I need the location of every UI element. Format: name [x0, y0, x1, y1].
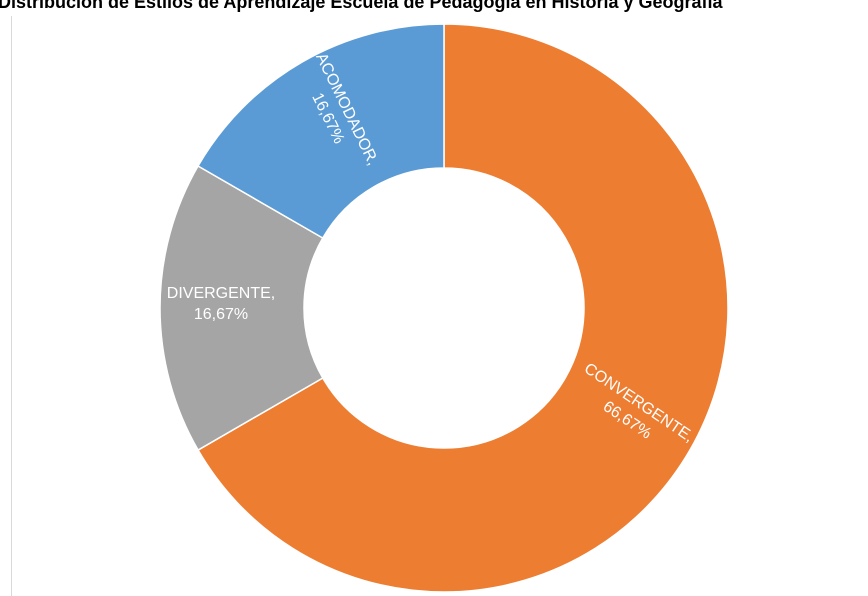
donut-slices	[159, 23, 729, 593]
slice-acomodador	[197, 23, 445, 240]
data-label-divergente: DIVERGENTE, 16,67%	[167, 285, 275, 323]
chart-title: Distribución de Estilos de Aprendizaje E…	[0, 0, 723, 12]
data-label-value: 16,67%	[194, 306, 248, 323]
chart-title-container: Distribución de Estilos de Aprendizaje E…	[0, 0, 868, 13]
data-label-category: DIVERGENTE,	[167, 285, 275, 302]
chart-frame-border	[11, 16, 12, 596]
slice-divergente	[159, 165, 324, 452]
slice-convergente	[197, 23, 729, 593]
